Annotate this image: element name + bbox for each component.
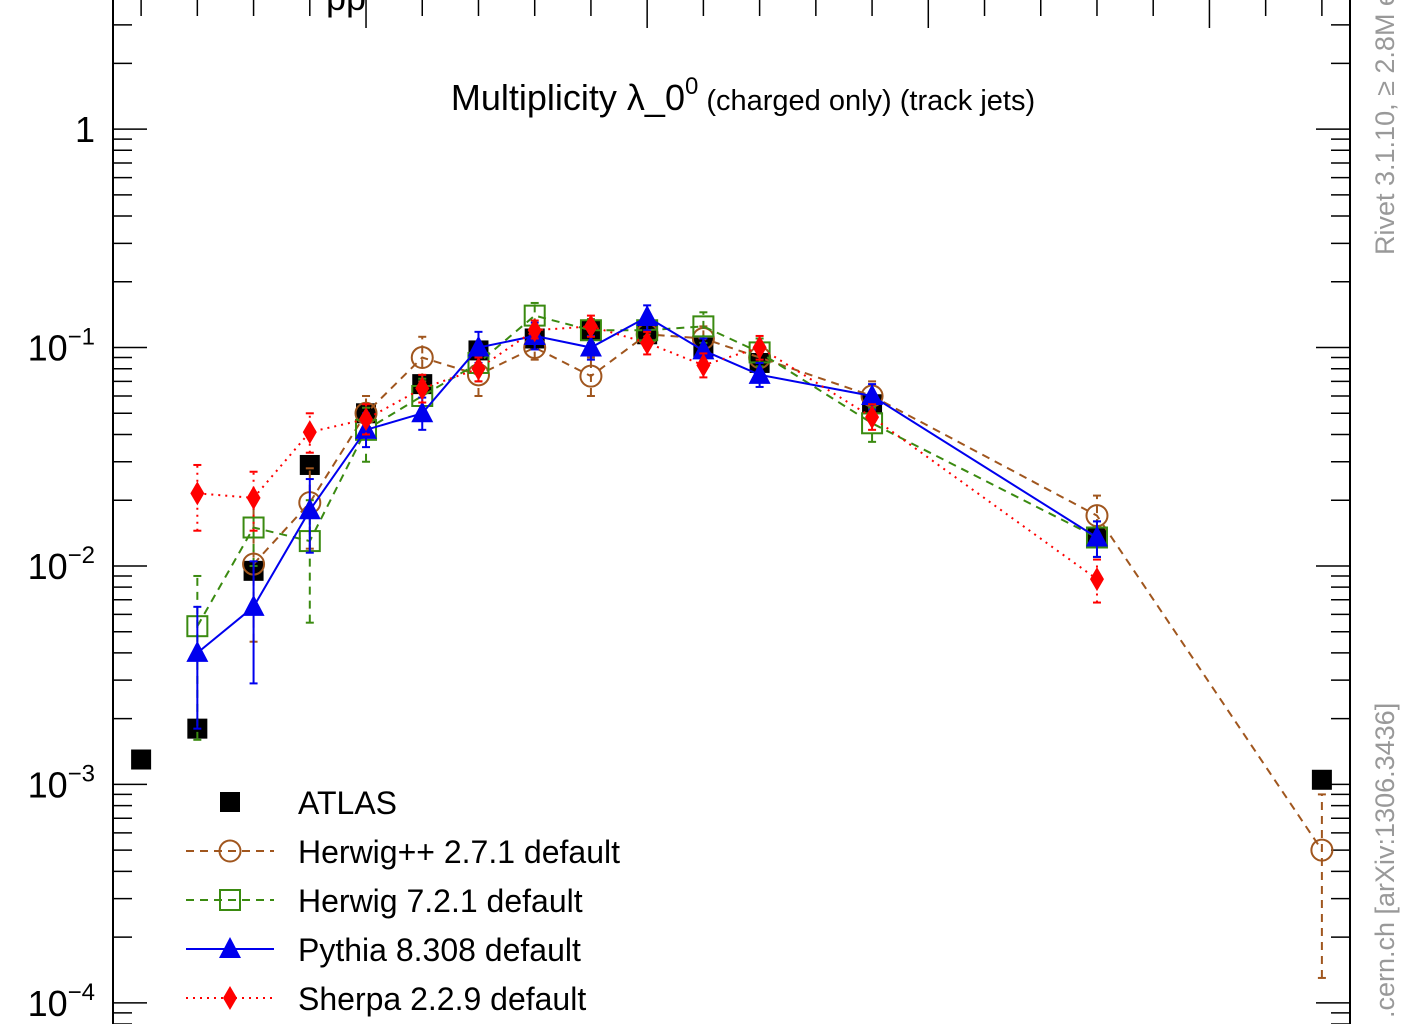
data-point [302,420,317,445]
arxiv-reference-label: .cern.ch [arXiv:1306.3436] [1370,703,1400,1018]
legend-label: Pythia 8.308 default [298,932,581,968]
data-point [579,364,603,388]
data-point [527,318,542,343]
data-point [359,407,374,432]
chart-title-superscript: 0 [685,73,698,100]
rivet-version-label: Rivet 3.1.10, ≥ 2.8M events [1370,0,1400,255]
data-point [467,335,490,357]
legend-entry: Sherpa 2.2.9 default [186,981,586,1017]
y-tick-label: 10−4 [28,979,95,1024]
data-point [1311,769,1332,790]
data-point [579,335,602,357]
data-point [242,594,265,616]
data-point [131,749,152,770]
legend-label: Herwig++ 2.7.1 default [298,834,620,870]
legend-entry: Pythia 8.308 default [186,932,581,968]
data-point [410,346,434,370]
data-point [752,335,767,360]
series-1 [242,321,1334,979]
data-point [696,353,711,378]
legend-marker [219,889,241,911]
data-point [298,498,321,520]
y-tick-label: 1 [75,109,95,150]
data-point [748,362,771,384]
series-line [196,314,1098,627]
data-point [861,383,884,405]
data-point [692,315,715,338]
data-point [692,338,715,360]
legend-label: Sherpa 2.2.9 default [298,981,586,1017]
legend-marker [218,839,242,863]
series-0 [131,320,1332,790]
legend-entry: Herwig 7.2.1 default [186,883,583,919]
legend-entry: ATLAS [220,785,397,821]
legend-marker [219,937,241,958]
data-point [415,376,430,401]
data-point [583,314,598,339]
series-layer [131,301,1334,979]
series-2 [186,301,1108,741]
data-point [411,401,434,423]
data-point [186,640,209,662]
plot-frame [112,0,1351,1024]
data-point [640,330,655,355]
data-point [242,516,265,539]
chart-subtitle: (charged only) (track jets) [706,85,1035,117]
data-point [1085,525,1108,547]
data-point [1310,838,1334,862]
data-point [865,405,880,430]
legend-entry: Herwig++ 2.7.1 default [186,834,620,870]
y-tick-label: 10−2 [28,542,95,587]
y-tick-label: 10−3 [28,760,95,805]
axes: 1 10−1 10−2 10−3 10−4 [28,0,1351,1024]
data-point [636,304,659,326]
data-point [471,356,486,381]
data-point [246,485,261,510]
legend-label: Herwig 7.2.1 default [298,883,583,919]
legend: ATLAS Herwig++ 2.7.1 default Herwig 7.2.1 … [186,785,620,1017]
series-line [196,315,1098,654]
data-point [299,454,320,475]
data-point [190,481,205,506]
chart-title-main: Multiplicity λ_0 [451,77,685,118]
y-tick-label: 10−1 [28,324,95,369]
legend-marker [220,792,240,812]
series-3 [186,304,1108,730]
series-4 [190,314,1104,604]
chart-title: Multiplicity λ_00 (charged only) (track j… [451,73,1035,118]
top-fragment-label: pp [326,0,366,18]
data-point [1089,567,1104,592]
series-line [252,333,1323,851]
legend-label: ATLAS [298,785,397,821]
legend-marker [223,986,237,1010]
